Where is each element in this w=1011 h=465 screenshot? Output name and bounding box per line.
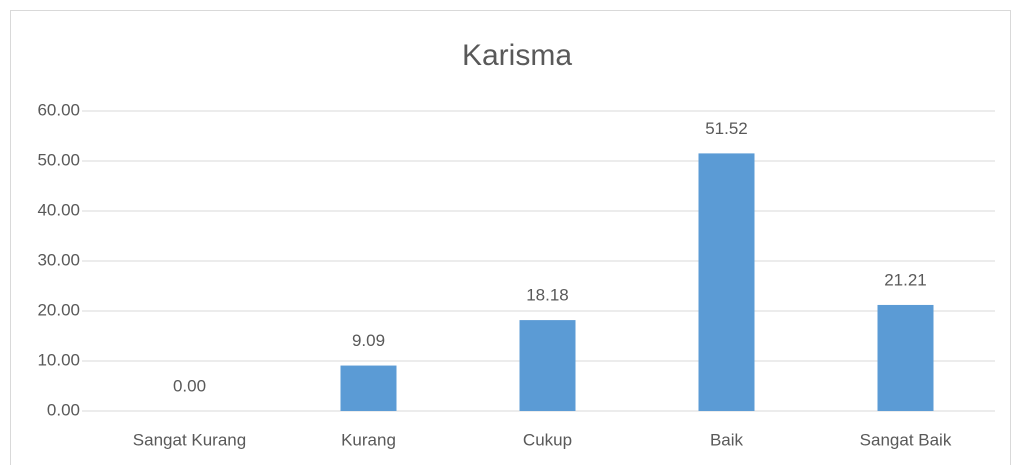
y-tick-label: 10.00 xyxy=(37,350,80,369)
x-tick-label: Baik xyxy=(710,430,744,449)
data-label: 0.00 xyxy=(173,376,206,395)
y-tick-label: 30.00 xyxy=(37,250,80,269)
bar xyxy=(698,153,755,411)
x-tick-label: Sangat Baik xyxy=(860,430,952,449)
x-tick-label: Cukup xyxy=(523,430,572,449)
bar xyxy=(877,304,934,411)
y-tick-label: 60.00 xyxy=(37,100,80,119)
y-tick-label: 20.00 xyxy=(37,300,80,319)
x-tick-label: Kurang xyxy=(341,430,396,449)
data-label: 9.09 xyxy=(352,331,385,350)
bar xyxy=(340,365,397,411)
y-tick-label: 40.00 xyxy=(37,200,80,219)
bar xyxy=(519,320,576,411)
data-label: 21.21 xyxy=(884,270,927,289)
data-label: 18.18 xyxy=(526,286,569,305)
chart-border xyxy=(10,10,1011,465)
y-tick-label: 50.00 xyxy=(37,150,80,169)
data-label: 51.52 xyxy=(705,119,748,138)
y-tick-label: 0.00 xyxy=(47,400,80,419)
chart-title: Karisma xyxy=(462,39,572,72)
x-tick-label: Sangat Kurang xyxy=(133,430,246,449)
